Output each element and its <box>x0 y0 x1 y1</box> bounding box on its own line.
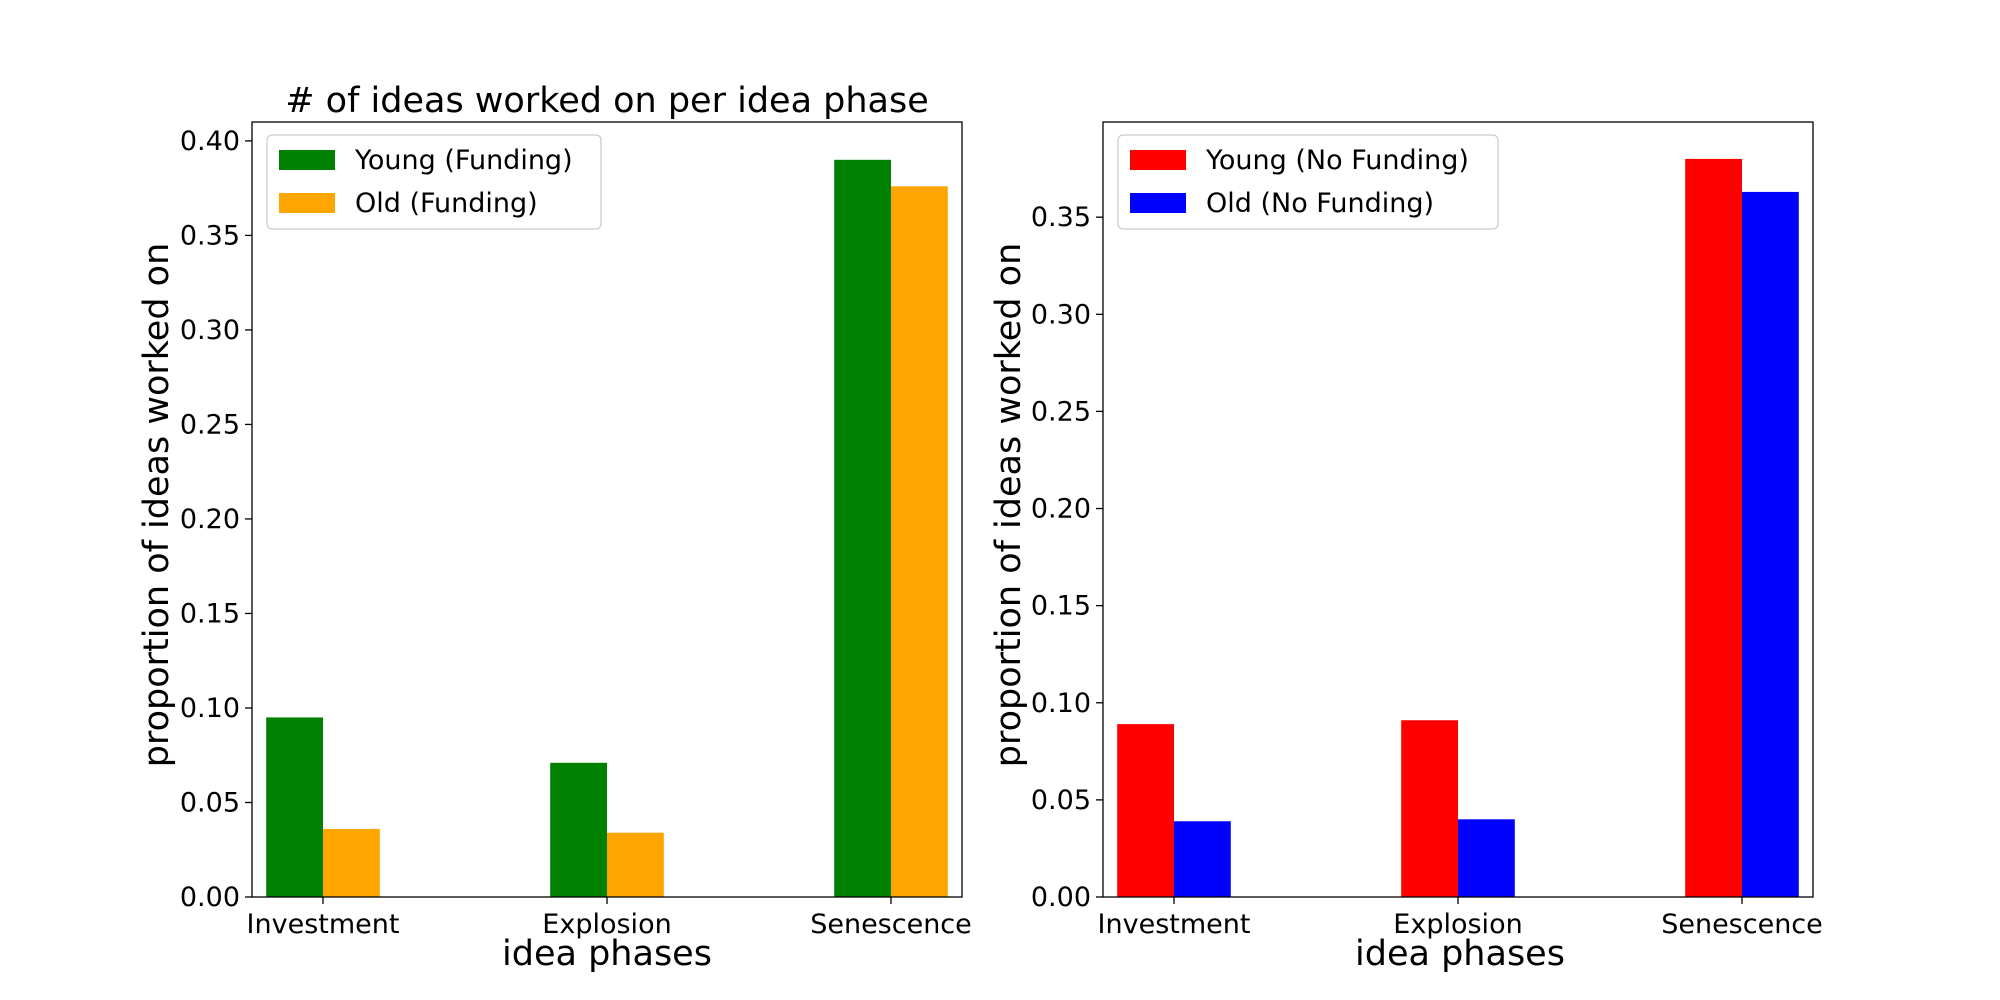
x-tick-label: Investment <box>1098 909 1251 940</box>
y-tick-label: 0.00 <box>180 882 240 913</box>
legend-label: Old (No Funding) <box>1206 188 1434 219</box>
bar <box>1742 191 1799 897</box>
legend-box <box>1117 134 1499 230</box>
x-axis-title: idea phases <box>502 934 712 974</box>
y-tick-label: 0.20 <box>1031 494 1091 525</box>
y-tick-label: 0.15 <box>1031 591 1091 622</box>
y-tick-label: 0.30 <box>1031 299 1091 330</box>
bar <box>323 828 380 897</box>
legend-box <box>266 134 602 230</box>
legend-swatch <box>279 193 335 213</box>
y-tick-label: 0.20 <box>180 504 240 535</box>
bar <box>891 186 948 897</box>
y-tick-label: 0.10 <box>1031 688 1091 719</box>
y-tick-label: 0.05 <box>180 787 240 818</box>
x-tick-label: Senescence <box>810 909 972 940</box>
y-tick-label: 0.25 <box>1031 396 1091 427</box>
y-axis-title: proportion of ideas worked on <box>989 243 1029 768</box>
legend-label: Old (Funding) <box>355 188 538 219</box>
y-tick-label: 0.25 <box>180 409 240 440</box>
left-chart: # of ideas worked on per idea phase prop… <box>137 81 972 974</box>
x-tick-label: Explosion <box>1393 909 1522 940</box>
bar <box>1401 720 1458 897</box>
x-tick-label: Investment <box>247 909 400 940</box>
x-axis-title: idea phases <box>1355 934 1565 974</box>
y-tick-label: 0.35 <box>180 220 240 251</box>
bar <box>834 159 891 897</box>
legend-label: Young (No Funding) <box>1205 145 1469 176</box>
chart-title: # of ideas worked on per idea phase <box>285 81 929 121</box>
y-tick-label: 0.40 <box>180 126 240 157</box>
y-tick-label: 0.05 <box>1031 785 1091 816</box>
bar <box>1685 158 1742 897</box>
legend-label: Young (Funding) <box>354 145 573 176</box>
y-tick-label: 0.10 <box>180 693 240 724</box>
bar <box>266 717 323 897</box>
legend-swatch <box>1130 150 1186 170</box>
legend-swatch <box>279 150 335 170</box>
bar <box>550 762 607 897</box>
y-axis-title: proportion of ideas worked on <box>137 243 177 768</box>
legend-swatch <box>1130 193 1186 213</box>
bar <box>1458 819 1515 897</box>
y-tick-label: 0.15 <box>180 598 240 629</box>
right-chart: proportion of ideas worked on idea phase… <box>989 121 1823 974</box>
bar <box>607 832 664 897</box>
y-tick-label: 0.35 <box>1031 202 1091 233</box>
bar <box>1117 724 1174 897</box>
bar <box>1174 821 1231 897</box>
x-tick-label: Senescence <box>1661 909 1823 940</box>
x-tick-label: Explosion <box>542 909 671 940</box>
y-tick-label: 0.30 <box>180 315 240 346</box>
y-tick-label: 0.00 <box>1031 882 1091 913</box>
